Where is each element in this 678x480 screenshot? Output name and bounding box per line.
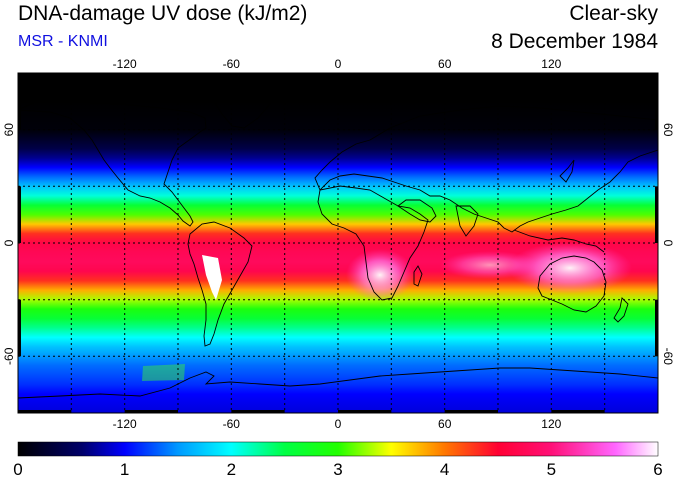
coast-japan	[559, 159, 575, 183]
sky-condition: Clear-sky	[569, 2, 658, 25]
frame-segment	[338, 410, 392, 413]
coast-arabia	[397, 199, 437, 223]
coast-india	[455, 205, 479, 237]
lon-label-bottom: 60	[438, 417, 452, 431]
lon-label-top: -60	[223, 57, 241, 71]
coast-australia	[537, 255, 607, 313]
coast-south-america	[187, 221, 253, 347]
frame-segment	[655, 299, 658, 357]
colorbar-label: 4	[440, 460, 449, 479]
lon-label-top: 0	[335, 57, 342, 71]
frame-segment	[338, 73, 392, 76]
frame-segment	[18, 299, 21, 357]
colorbar-border	[17, 441, 659, 457]
graticule	[18, 73, 658, 413]
colorbar-label: 0	[13, 460, 22, 479]
lat-label-left: 60	[2, 123, 16, 137]
coast-greenland	[209, 89, 271, 129]
frame-segment	[444, 73, 498, 76]
frame-segment	[18, 73, 21, 130]
frame-segment	[551, 73, 605, 76]
hotspot-southern-africa	[346, 249, 414, 301]
lon-label-top: 120	[541, 57, 561, 71]
colorbar-label: 1	[120, 460, 129, 479]
frame-segment	[124, 73, 178, 76]
map-frame	[17, 72, 659, 414]
lon-label-bottom: -120	[113, 417, 137, 431]
lat-label-left: -60	[2, 347, 16, 365]
frame-segment	[18, 186, 21, 243]
frame-segment	[444, 410, 498, 413]
frame-segment	[18, 73, 72, 76]
coast-new-zealand	[613, 297, 629, 323]
colorbar-label: 2	[227, 460, 236, 479]
coast-antarctica	[18, 367, 658, 399]
lat-label-right: 60	[661, 123, 675, 137]
frame-segment	[655, 186, 658, 243]
lat-label-left: 0	[2, 239, 16, 246]
map-field	[18, 73, 658, 413]
field-patch	[142, 364, 185, 381]
colorbar-label: 5	[547, 460, 556, 479]
source-label: MSR - KNMI	[18, 33, 108, 50]
coast-indonesia	[513, 229, 605, 253]
coast-madagascar	[413, 265, 423, 287]
colorbar-ramp	[18, 442, 658, 456]
frame-segment	[124, 410, 178, 413]
frame-segments	[18, 73, 658, 413]
lat-label-right: 0	[661, 240, 675, 247]
colorbar: 0 1 2 3 4 5 6	[13, 441, 663, 479]
colorbar-label: 3	[333, 460, 342, 479]
axis-labels: -120 -60 0 60 120 -120 -60 0 60 120 60 0…	[2, 57, 675, 431]
lon-label-bottom: 0	[335, 417, 342, 431]
coastlines	[18, 89, 658, 399]
frame-segment	[655, 73, 658, 130]
frame-segment	[551, 410, 605, 413]
coast-africa	[317, 185, 429, 301]
colorbar-labels: 0 1 2 3 4 5 6	[13, 460, 662, 479]
map-date: 8 December 1984	[491, 30, 658, 53]
coast-europe-asia	[314, 105, 658, 233]
lon-label-top: -120	[113, 57, 137, 71]
frame-segment	[18, 410, 72, 413]
hotspot-indian-ocean	[440, 251, 540, 279]
lon-label-bottom: -60	[223, 417, 241, 431]
frame-segment	[231, 73, 285, 76]
lon-label-top: 60	[438, 57, 452, 71]
colorbar-label: 6	[653, 460, 662, 479]
map-title: DNA-damage UV dose (kJ/m2)	[18, 2, 308, 25]
lon-label-bottom: 120	[541, 417, 561, 431]
frame-segment	[231, 410, 285, 413]
coast-north-america	[18, 99, 207, 227]
lat-label-right: -60	[661, 348, 675, 366]
hotspot-andes	[202, 255, 222, 300]
